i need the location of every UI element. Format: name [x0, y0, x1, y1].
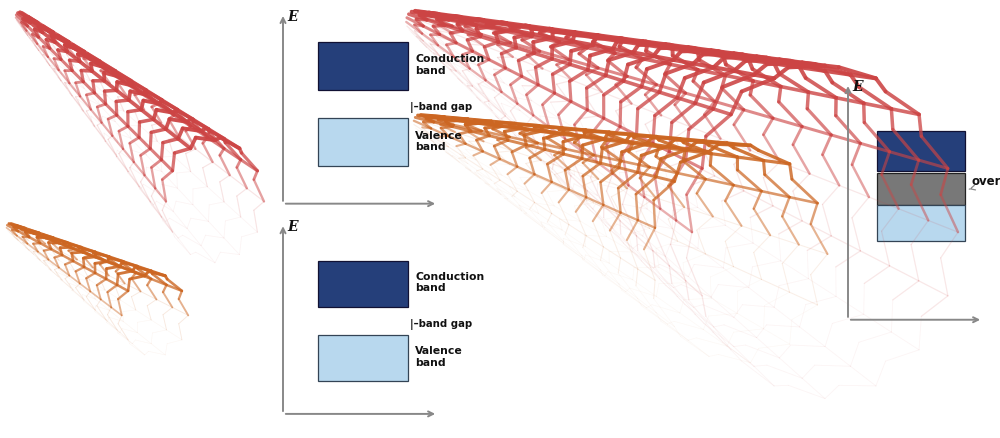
Text: E: E: [853, 80, 863, 94]
Text: Conduction
band: Conduction band: [415, 54, 484, 76]
Bar: [877, 131, 965, 171]
Text: overlap: overlap: [969, 175, 1000, 190]
Bar: [877, 205, 965, 241]
Bar: [318, 118, 408, 166]
Text: Valence
band: Valence band: [415, 131, 463, 152]
Bar: [318, 261, 408, 307]
Bar: [318, 42, 408, 90]
Text: |–band gap: |–band gap: [410, 319, 472, 331]
Text: |–band gap: |–band gap: [410, 102, 472, 113]
Bar: [877, 173, 965, 205]
Bar: [318, 335, 408, 381]
Text: E: E: [288, 220, 298, 234]
Text: E: E: [288, 10, 298, 24]
Text: Valence
band: Valence band: [415, 346, 463, 368]
Text: Conduction
band: Conduction band: [415, 272, 484, 293]
